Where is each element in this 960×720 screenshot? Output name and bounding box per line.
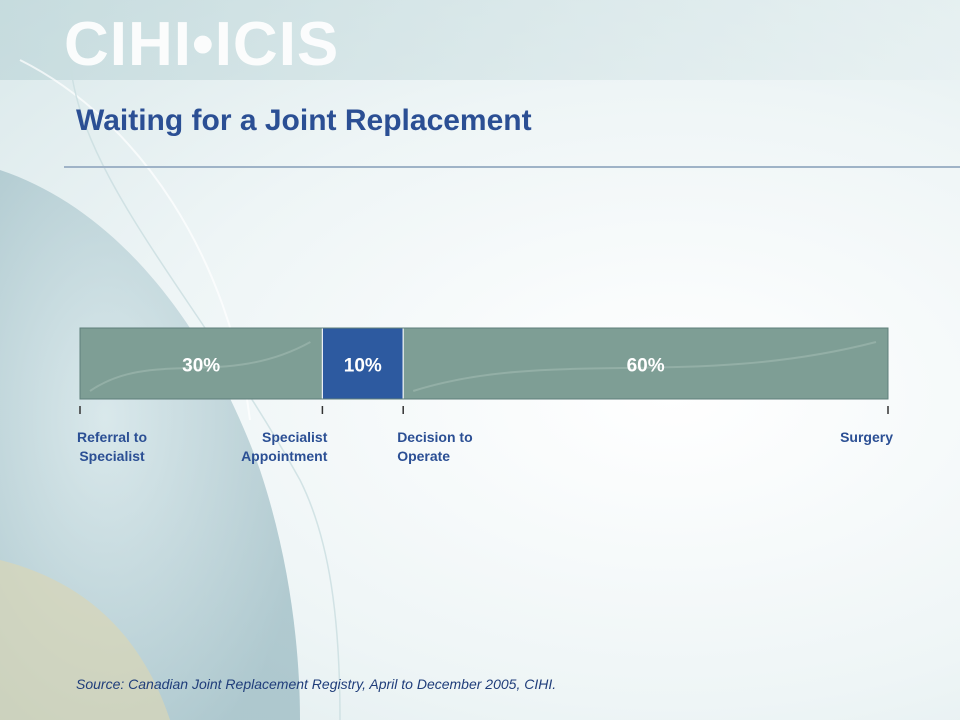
- title-divider: [64, 166, 960, 168]
- milestone-label-line: Specialist: [79, 448, 145, 464]
- milestone-label-1: Referral to Specialist: [77, 429, 147, 464]
- bar-texture-3: [412, 341, 877, 392]
- cihi-icis-logo: CIHI•ICIS: [64, 10, 340, 79]
- milestone-label-3: Decision to Operate: [397, 429, 472, 464]
- milestone-label-line: Specialist: [262, 429, 328, 445]
- bar-texture-1: [89, 341, 311, 392]
- page-title: Waiting for a Joint Replacement: [76, 104, 532, 137]
- bar-segment-label-3: 60%: [627, 356, 665, 377]
- milestone-label-2: Specialist Appointment: [241, 429, 328, 464]
- bar-segment-3: [402, 327, 889, 400]
- milestone-label-line: Appointment: [241, 448, 328, 464]
- milestone-label-line: Operate: [397, 448, 450, 464]
- bar-segment-label-2: 10%: [344, 356, 382, 377]
- bar-outline: [79, 327, 889, 400]
- milestone-label-line: Decision to: [397, 429, 472, 445]
- milestone-label-4: Surgery: [840, 429, 893, 445]
- source-note: Source: Canadian Joint Replacement Regis…: [76, 676, 557, 692]
- bar-segment-label-1: 30%: [182, 356, 220, 377]
- milestone-label-line: Surgery: [840, 429, 893, 445]
- milestone-label-line: Referral to: [77, 429, 147, 445]
